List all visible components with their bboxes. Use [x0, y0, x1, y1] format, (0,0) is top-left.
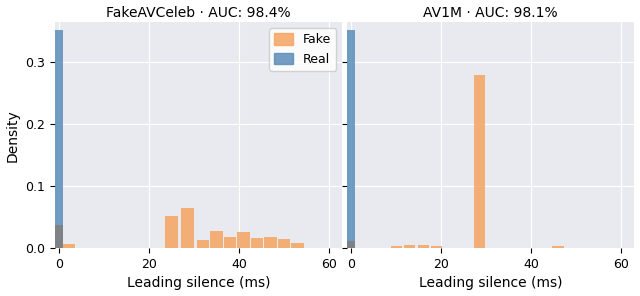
Bar [418, 245, 429, 248]
Bar [224, 237, 236, 248]
Legend: Fake, Real: Fake, Real [269, 28, 336, 71]
Bar [348, 30, 355, 248]
Bar [211, 231, 223, 248]
X-axis label: Leading silence (ms): Leading silence (ms) [127, 276, 270, 290]
Bar [251, 238, 263, 248]
Bar [404, 245, 415, 248]
Bar [55, 30, 63, 248]
Y-axis label: Density: Density [6, 109, 20, 162]
Bar [181, 208, 194, 248]
X-axis label: Leading silence (ms): Leading silence (ms) [419, 276, 563, 290]
Bar [291, 243, 304, 248]
Bar [62, 244, 75, 248]
Bar [165, 216, 178, 248]
Bar [474, 75, 485, 248]
Bar [237, 232, 250, 248]
Bar [348, 241, 355, 248]
Bar [552, 246, 564, 248]
Bar [391, 246, 402, 248]
Title: FakeAVCeleb · AUC: 98.4%: FakeAVCeleb · AUC: 98.4% [106, 6, 291, 20]
Bar [196, 240, 209, 248]
Bar [278, 239, 290, 248]
Bar [264, 237, 276, 248]
Bar [55, 225, 63, 248]
Bar [431, 246, 442, 248]
Title: AV1M · AUC: 98.1%: AV1M · AUC: 98.1% [424, 6, 558, 20]
